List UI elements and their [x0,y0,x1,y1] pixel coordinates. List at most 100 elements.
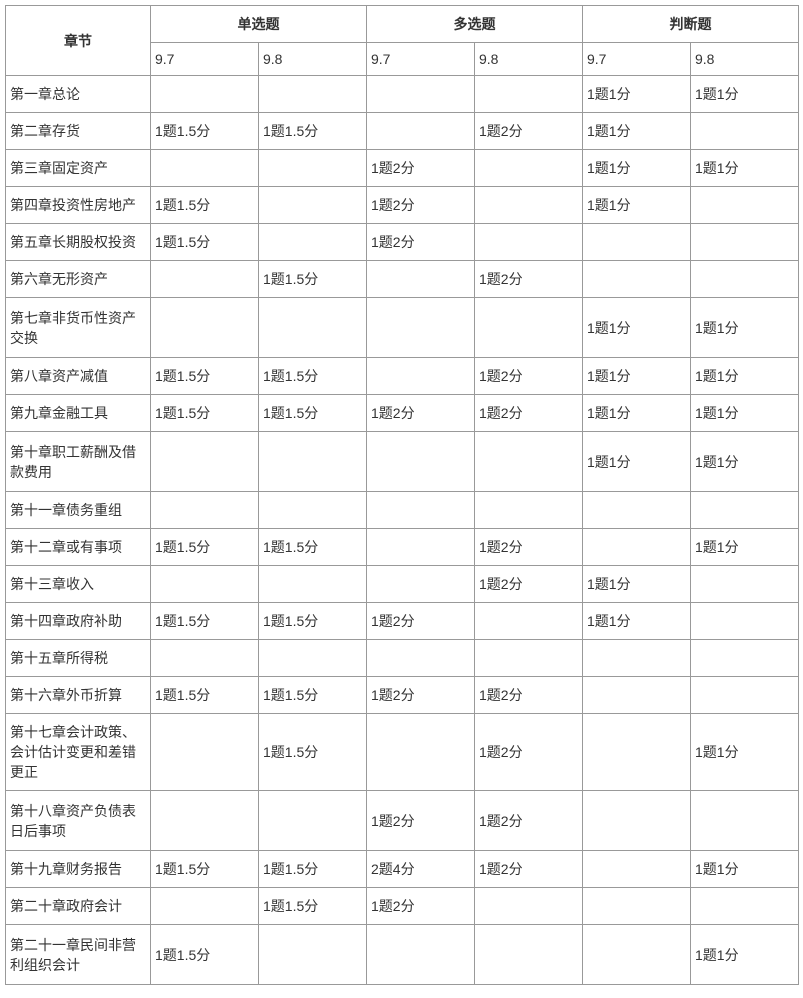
table-row: 第七章非货币性资产交换1题1分1题1分 [6,298,799,358]
data-cell [583,888,691,925]
data-cell: 1题2分 [475,566,583,603]
data-cell: 1题2分 [367,888,475,925]
data-cell: 1题1分 [691,395,799,432]
data-cell: 1题2分 [475,677,583,714]
table-row: 第十七章会计政策、会计估计变更和差错更正1题1.5分1题2分1题1分 [6,714,799,791]
data-cell: 1题2分 [367,791,475,851]
data-cell [691,888,799,925]
data-cell: 1题1.5分 [151,851,259,888]
data-cell: 1题1分 [691,150,799,187]
data-cell [259,640,367,677]
chapter-cell: 第六章无形资产 [6,261,151,298]
data-cell [367,432,475,492]
chapter-cell: 第十四章政府补助 [6,603,151,640]
chapter-cell: 第十二章或有事项 [6,529,151,566]
data-cell [691,187,799,224]
data-cell: 1题1分 [583,150,691,187]
data-cell: 1题2分 [367,224,475,261]
data-cell: 1题1.5分 [151,925,259,985]
data-cell [367,358,475,395]
data-cell: 1题2分 [367,677,475,714]
data-cell [367,925,475,985]
header-row-1: 章节 单选题 多选题 判断题 [6,6,799,43]
data-cell: 1题2分 [475,113,583,150]
header-sub-98-1: 9.8 [259,43,367,76]
data-cell [259,298,367,358]
data-cell [475,150,583,187]
header-sub-97-3: 9.7 [583,43,691,76]
chapter-cell: 第七章非货币性资产交换 [6,298,151,358]
header-sub-98-3: 9.8 [691,43,799,76]
table-row: 第十四章政府补助1题1.5分1题1.5分1题2分1题1分 [6,603,799,640]
data-cell: 1题1.5分 [259,603,367,640]
data-cell: 2题4分 [367,851,475,888]
data-cell [259,224,367,261]
data-cell: 1题1分 [583,395,691,432]
data-cell: 1题1.5分 [151,113,259,150]
table-row: 第十八章资产负债表日后事项1题2分1题2分 [6,791,799,851]
data-cell [691,113,799,150]
chapter-cell: 第二十章政府会计 [6,888,151,925]
table-row: 第六章无形资产1题1.5分1题2分 [6,261,799,298]
data-cell [259,566,367,603]
table-row: 第二十一章民间非营利组织会计1题1.5分1题1分 [6,925,799,985]
data-cell [259,432,367,492]
data-cell [583,677,691,714]
chapter-cell: 第三章固定资产 [6,150,151,187]
data-cell: 1题1分 [583,187,691,224]
data-cell: 1题1.5分 [259,261,367,298]
header-sub-98-2: 9.8 [475,43,583,76]
data-cell [475,298,583,358]
data-cell: 1题2分 [367,603,475,640]
data-cell [583,261,691,298]
header-sub-97-2: 9.7 [367,43,475,76]
data-cell [691,224,799,261]
data-cell [367,113,475,150]
data-cell: 1题1分 [691,358,799,395]
data-cell: 1题1.5分 [259,358,367,395]
data-cell [259,925,367,985]
data-cell [583,529,691,566]
data-cell [691,566,799,603]
data-cell [367,298,475,358]
data-cell: 1题1分 [583,566,691,603]
data-cell: 1题2分 [475,529,583,566]
table-row: 第九章金融工具1题1.5分1题1.5分1题2分1题2分1题1分1题1分 [6,395,799,432]
data-cell [691,603,799,640]
table-row: 第一章总论1题1分1题1分 [6,76,799,113]
exam-distribution-table: 章节 单选题 多选题 判断题 9.7 9.8 9.7 9.8 9.7 9.8 第… [5,5,799,985]
data-cell [151,261,259,298]
chapter-cell: 第十六章外币折算 [6,677,151,714]
data-cell [151,76,259,113]
header-single-choice: 单选题 [151,6,367,43]
data-cell [691,492,799,529]
data-cell [151,298,259,358]
chapter-cell: 第十一章债务重组 [6,492,151,529]
table-row: 第十三章收入1题2分1题1分 [6,566,799,603]
data-cell [475,603,583,640]
data-cell: 1题1分 [691,76,799,113]
data-cell [475,76,583,113]
data-cell [475,187,583,224]
table-row: 第二章存货1题1.5分1题1.5分1题2分1题1分 [6,113,799,150]
data-cell [583,714,691,791]
data-cell [367,529,475,566]
table-row: 第二十章政府会计1题1.5分1题2分 [6,888,799,925]
data-cell [367,714,475,791]
data-cell: 1题1.5分 [259,529,367,566]
data-cell: 1题2分 [367,150,475,187]
data-cell [691,791,799,851]
table-row: 第十九章财务报告1题1.5分1题1.5分2题4分1题2分1题1分 [6,851,799,888]
data-cell [583,925,691,985]
data-cell [259,492,367,529]
chapter-cell: 第二十一章民间非营利组织会计 [6,925,151,985]
table-row: 第三章固定资产 1题2分 1题1分1题1分 [6,150,799,187]
data-cell: 1题1.5分 [151,677,259,714]
data-cell [583,640,691,677]
header-sub-97-1: 9.7 [151,43,259,76]
data-cell [259,187,367,224]
data-cell [151,888,259,925]
data-cell [475,224,583,261]
data-cell: 1题1.5分 [151,358,259,395]
data-cell: 1题1.5分 [151,603,259,640]
